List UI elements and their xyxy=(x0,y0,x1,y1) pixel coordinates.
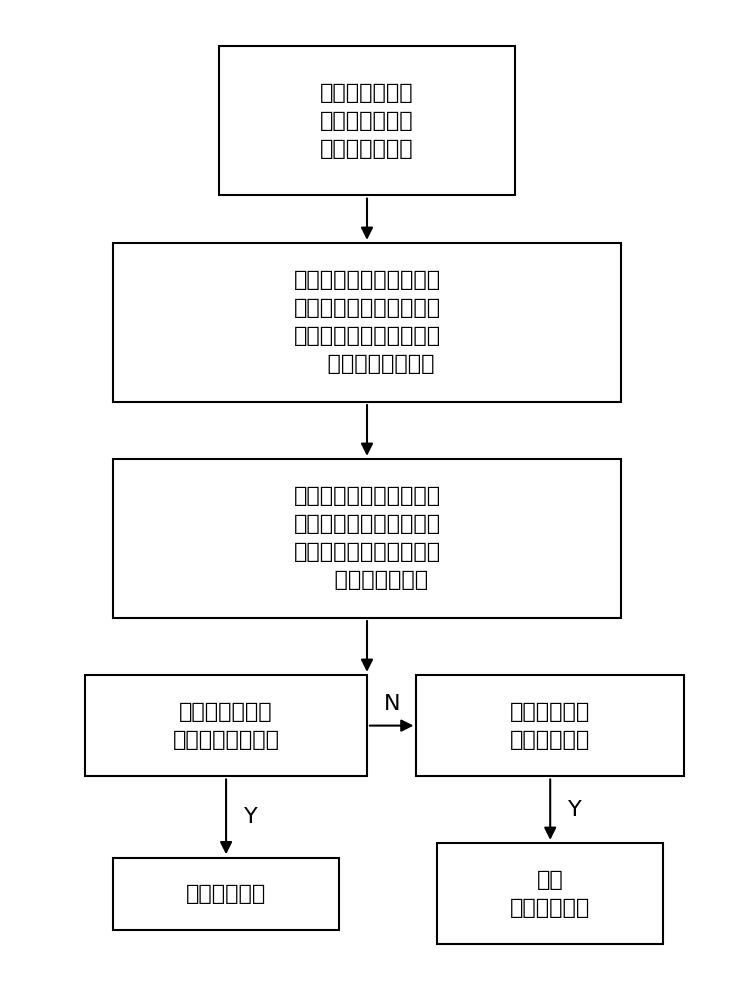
Bar xyxy=(219,46,515,195)
Text: 是否达到数据
传输时间节点: 是否达到数据 传输时间节点 xyxy=(510,702,590,750)
Text: 若在一个监测周期内连续
采集到的多个倾斜角度数
据均不超过第一阈值，则
    延长数据传输周期: 若在一个监测周期内连续 采集到的多个倾斜角度数 据均不超过第一阈值，则 延长数据… xyxy=(294,270,440,374)
Text: Y: Y xyxy=(568,800,581,820)
Text: 判断倾斜角度值
是否超过第二阈值: 判断倾斜角度值 是否超过第二阈值 xyxy=(172,702,280,750)
Text: 若在一个监测周期内连续
采集到的多个倾斜角度数
据均超过第一阈值，则缩
    短数据传输周期: 若在一个监测周期内连续 采集到的多个倾斜角度数 据均超过第一阈值，则缩 短数据传… xyxy=(294,486,440,590)
Text: N: N xyxy=(383,694,400,714)
Text: 发送
倾斜角度数据: 发送 倾斜角度数据 xyxy=(510,870,590,918)
Bar xyxy=(85,675,367,776)
Text: 发送预警信息: 发送预警信息 xyxy=(186,884,266,904)
Bar xyxy=(416,675,684,776)
Bar xyxy=(113,858,339,930)
Bar xyxy=(113,459,621,618)
Text: 每个监测周期连
续采集杆塔的多
个倾斜角度数据: 每个监测周期连 续采集杆塔的多 个倾斜角度数据 xyxy=(320,83,414,159)
Bar xyxy=(437,843,663,944)
Bar xyxy=(113,243,621,402)
Text: Y: Y xyxy=(244,807,258,827)
